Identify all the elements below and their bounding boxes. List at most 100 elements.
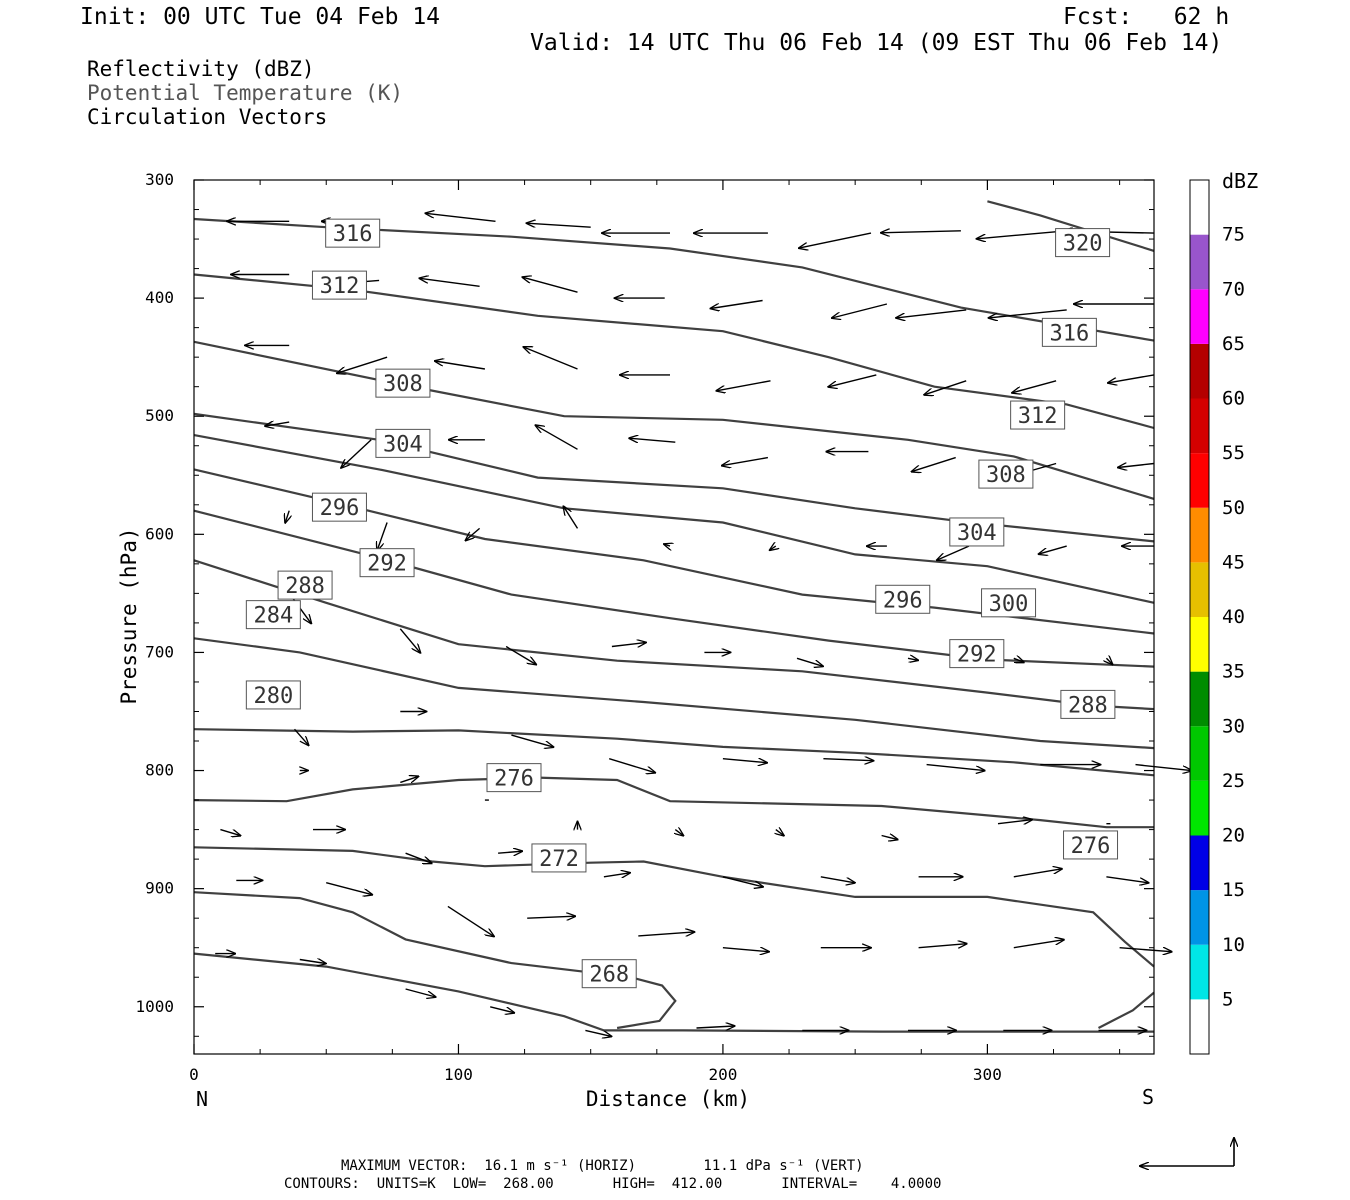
contour-label: 300 <box>989 592 1029 617</box>
contour-label: 316 <box>333 222 373 247</box>
y-tick-label: 1000 <box>135 997 174 1016</box>
y-tick-label: 900 <box>145 879 174 898</box>
circulation-vector <box>527 223 591 228</box>
colorbar-level-label: 20 <box>1222 825 1245 847</box>
colorbar-segment <box>1190 835 1209 891</box>
circulation-vector <box>337 356 388 373</box>
contour-label: 296 <box>320 496 360 521</box>
contour-label: 276 <box>494 767 534 792</box>
forecast-hour: Fcst: 62 h <box>1063 4 1230 30</box>
circulation-vector <box>796 657 823 666</box>
circulation-vector <box>696 1026 735 1028</box>
theta-contour-276 <box>193 776 1154 829</box>
circulation-vector <box>1118 464 1155 468</box>
circulation-vector <box>675 830 683 836</box>
colorbar-segment <box>1190 234 1209 290</box>
contour-label: 320 <box>1063 232 1103 257</box>
contour-label-box <box>978 459 1034 489</box>
circulation-vector <box>722 948 769 952</box>
circulation-vector <box>989 309 1067 318</box>
colorbar-level-label: 55 <box>1222 442 1245 464</box>
circulation-vector <box>265 422 290 426</box>
x-axis-label: Distance (km) <box>586 1087 750 1111</box>
contour-label-box <box>1060 689 1116 719</box>
circulation-vector <box>1012 380 1057 393</box>
contour-label-box <box>531 843 587 873</box>
theta-contour-268 <box>193 891 677 1030</box>
colorbar-unit: dBZ <box>1222 169 1258 193</box>
init-time: Init: 00 UTC Tue 04 Feb 14 <box>80 4 441 30</box>
valid-time: Valid: 14 UTC Thu 06 Feb 14 (09 EST Thu … <box>530 30 1223 56</box>
circulation-vector <box>664 544 670 546</box>
contour-label-box <box>277 570 333 600</box>
circulation-vector <box>285 510 289 523</box>
colorbar-level-label: 10 <box>1222 934 1245 956</box>
y-axis-label: Pressure (hPa) <box>117 527 141 704</box>
circulation-vector <box>399 628 420 653</box>
colorbar-segment <box>1190 343 1209 399</box>
contour-label: 304 <box>383 432 423 457</box>
theta-contour-268 <box>193 952 1154 1033</box>
y-tick-label: 400 <box>145 288 174 307</box>
colorbar-segment <box>1190 999 1209 1054</box>
contour-label: 308 <box>986 463 1026 488</box>
contour-label: 284 <box>253 604 293 629</box>
colorbar-segment <box>1190 726 1209 781</box>
circulation-vector <box>1039 545 1067 554</box>
circulation-vector <box>1106 658 1112 664</box>
circulation-vector <box>823 759 873 761</box>
circulation-vector <box>926 763 985 771</box>
circulation-vector <box>881 836 898 840</box>
circulation-vector <box>638 932 694 937</box>
colorbar-level-label: 65 <box>1222 333 1245 355</box>
colorbar-segment <box>1190 289 1209 344</box>
circulation-vector <box>536 425 578 450</box>
contour-label: 280 <box>253 684 293 709</box>
circulation-vector <box>1108 374 1155 383</box>
colorbar-segment <box>1190 944 1209 1000</box>
contour-label-box <box>981 588 1037 618</box>
circulation-vector <box>511 734 553 747</box>
colorbar-segment <box>1190 507 1209 563</box>
colorbar-level-label: 25 <box>1222 770 1245 792</box>
colorbar-level-label: 45 <box>1222 551 1245 573</box>
x-right-end-label: S <box>1142 1085 1154 1109</box>
circulation-vector <box>881 231 961 233</box>
circulation-vector <box>629 438 676 442</box>
contour-label-box <box>245 600 301 630</box>
circulation-vector <box>299 960 326 964</box>
circulation-vector <box>1013 940 1064 949</box>
colorbar-segment <box>1190 562 1209 617</box>
circulation-vector <box>400 776 418 784</box>
x-tick-label: 100 <box>444 1065 473 1084</box>
colorbar-segment <box>1190 671 1209 727</box>
y-tick-label: 300 <box>145 170 174 189</box>
colorbar-segment <box>1190 890 1209 945</box>
contour-label: 272 <box>539 847 579 872</box>
circulation-vector <box>722 759 767 763</box>
circulation-vector <box>611 643 646 647</box>
field-vectors: Circulation Vectors <box>87 105 328 129</box>
contour-label-box <box>875 584 931 614</box>
colorbar-level-label: 70 <box>1222 278 1245 300</box>
circulation-vector <box>293 728 309 745</box>
field-reflectivity: Reflectivity (dBZ) <box>87 57 315 81</box>
colorbar-frame <box>1189 179 1210 1055</box>
contour-label: 268 <box>589 963 629 988</box>
circulation-vector <box>924 380 967 395</box>
colorbar-segment <box>1190 453 1209 508</box>
colorbar-level-label: 15 <box>1222 879 1245 901</box>
circulation-vector <box>466 527 481 540</box>
circulation-vector <box>717 380 771 391</box>
contour-label: 296 <box>883 588 923 613</box>
circulation-vector <box>1013 869 1062 878</box>
contour-label: 312 <box>320 274 360 299</box>
circulation-vector <box>1013 658 1024 662</box>
circulation-vector <box>918 944 967 948</box>
circulation-vector <box>524 347 578 370</box>
theta-contour-272 <box>193 846 1155 968</box>
colorbar-level-label: 30 <box>1222 715 1245 737</box>
circulation-vector <box>447 905 494 936</box>
contour-label-box <box>949 639 1005 669</box>
